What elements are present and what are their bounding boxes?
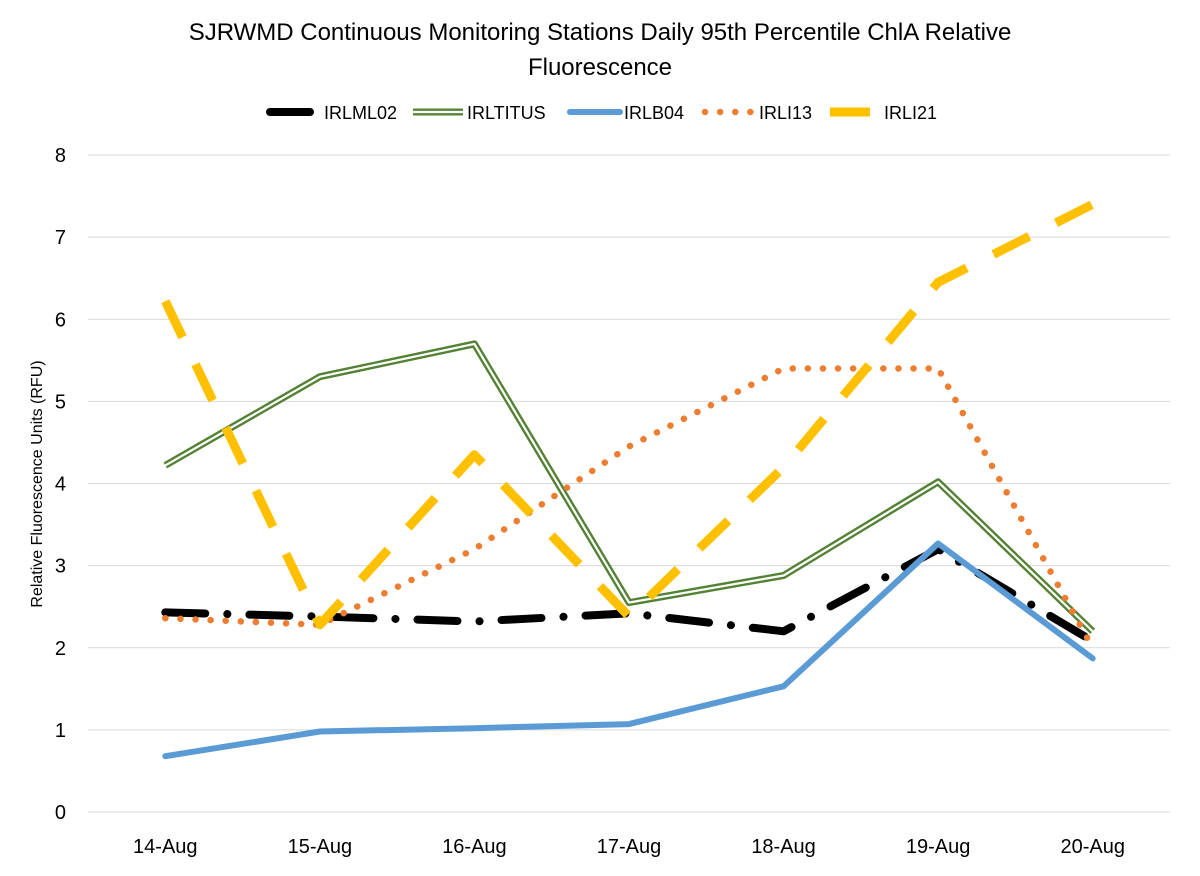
legend-item-IRLI21: IRLI21 xyxy=(830,103,937,123)
legend-label: IRLTITUS xyxy=(467,103,546,123)
legend-item-IRLI13: IRLI13 xyxy=(701,103,812,123)
legend-label: IRLB04 xyxy=(624,103,684,123)
series-IRLTITUS xyxy=(163,340,1096,634)
series-lines xyxy=(161,200,1097,760)
y-tick-label: 3 xyxy=(55,556,66,578)
y-tick-label: 6 xyxy=(55,309,66,331)
y-tick-label: 7 xyxy=(55,227,66,249)
x-tick-label: 14-Aug xyxy=(133,836,198,858)
gridlines xyxy=(88,154,1170,731)
x-tick-label: 17-Aug xyxy=(597,836,662,858)
legend-item-IRLB04: IRLB04 xyxy=(567,103,684,123)
series-IRLI21 xyxy=(161,200,1095,630)
x-tick-label: 20-Aug xyxy=(1060,836,1125,858)
legend-item-IRLTITUS: IRLTITUS xyxy=(413,103,546,123)
x-tick-label: 18-Aug xyxy=(751,836,816,858)
series-line-IRLI21 xyxy=(161,200,1095,630)
data-point xyxy=(781,464,787,470)
series-line-inner-IRLTITUS xyxy=(164,342,1094,633)
legend-label: IRLI21 xyxy=(884,103,937,123)
series-IRLML02 xyxy=(161,545,1097,646)
data-point xyxy=(1090,638,1096,644)
legend-label: IRLI13 xyxy=(759,103,812,123)
y-tick-label: 5 xyxy=(55,391,66,413)
x-tick-label: 15-Aug xyxy=(288,836,353,858)
y-tick-label: 2 xyxy=(55,638,66,660)
x-tick-label: 19-Aug xyxy=(906,836,971,858)
series-line-IRLI13 xyxy=(162,365,1096,652)
legend-label: IRLML02 xyxy=(324,103,397,123)
axes: 0 1 2 3 4 5 6 7 8 14-Aug 15-Aug 16-Aug 17-Aug 18-Aug 1… xyxy=(55,145,1170,858)
x-tick-label: 16-Aug xyxy=(442,836,507,858)
legend-item-IRLML02: IRLML02 xyxy=(266,103,397,123)
y-tick-label: 0 xyxy=(55,802,66,824)
series-line-IRLML02 xyxy=(161,545,1097,646)
y-tick-label: 8 xyxy=(55,145,66,167)
y-tick-label: 4 xyxy=(55,474,66,496)
y-axis-label: Relative Fluorescence Units (RFU) xyxy=(29,360,46,607)
series-IRLI13 xyxy=(162,365,1096,652)
series-IRLB04 xyxy=(162,540,1096,760)
chart-title-line-1: SJRWMD Continuous Monitoring Stations Da… xyxy=(189,19,1012,46)
legend: IRLML02 IRLTITUS IRLB04 IRLI13 IRLI21 xyxy=(266,103,937,123)
chart-title-line-2: Fluorescence xyxy=(528,54,672,81)
y-tick-label: 1 xyxy=(55,720,66,742)
series-line-IRLB04 xyxy=(162,540,1096,760)
